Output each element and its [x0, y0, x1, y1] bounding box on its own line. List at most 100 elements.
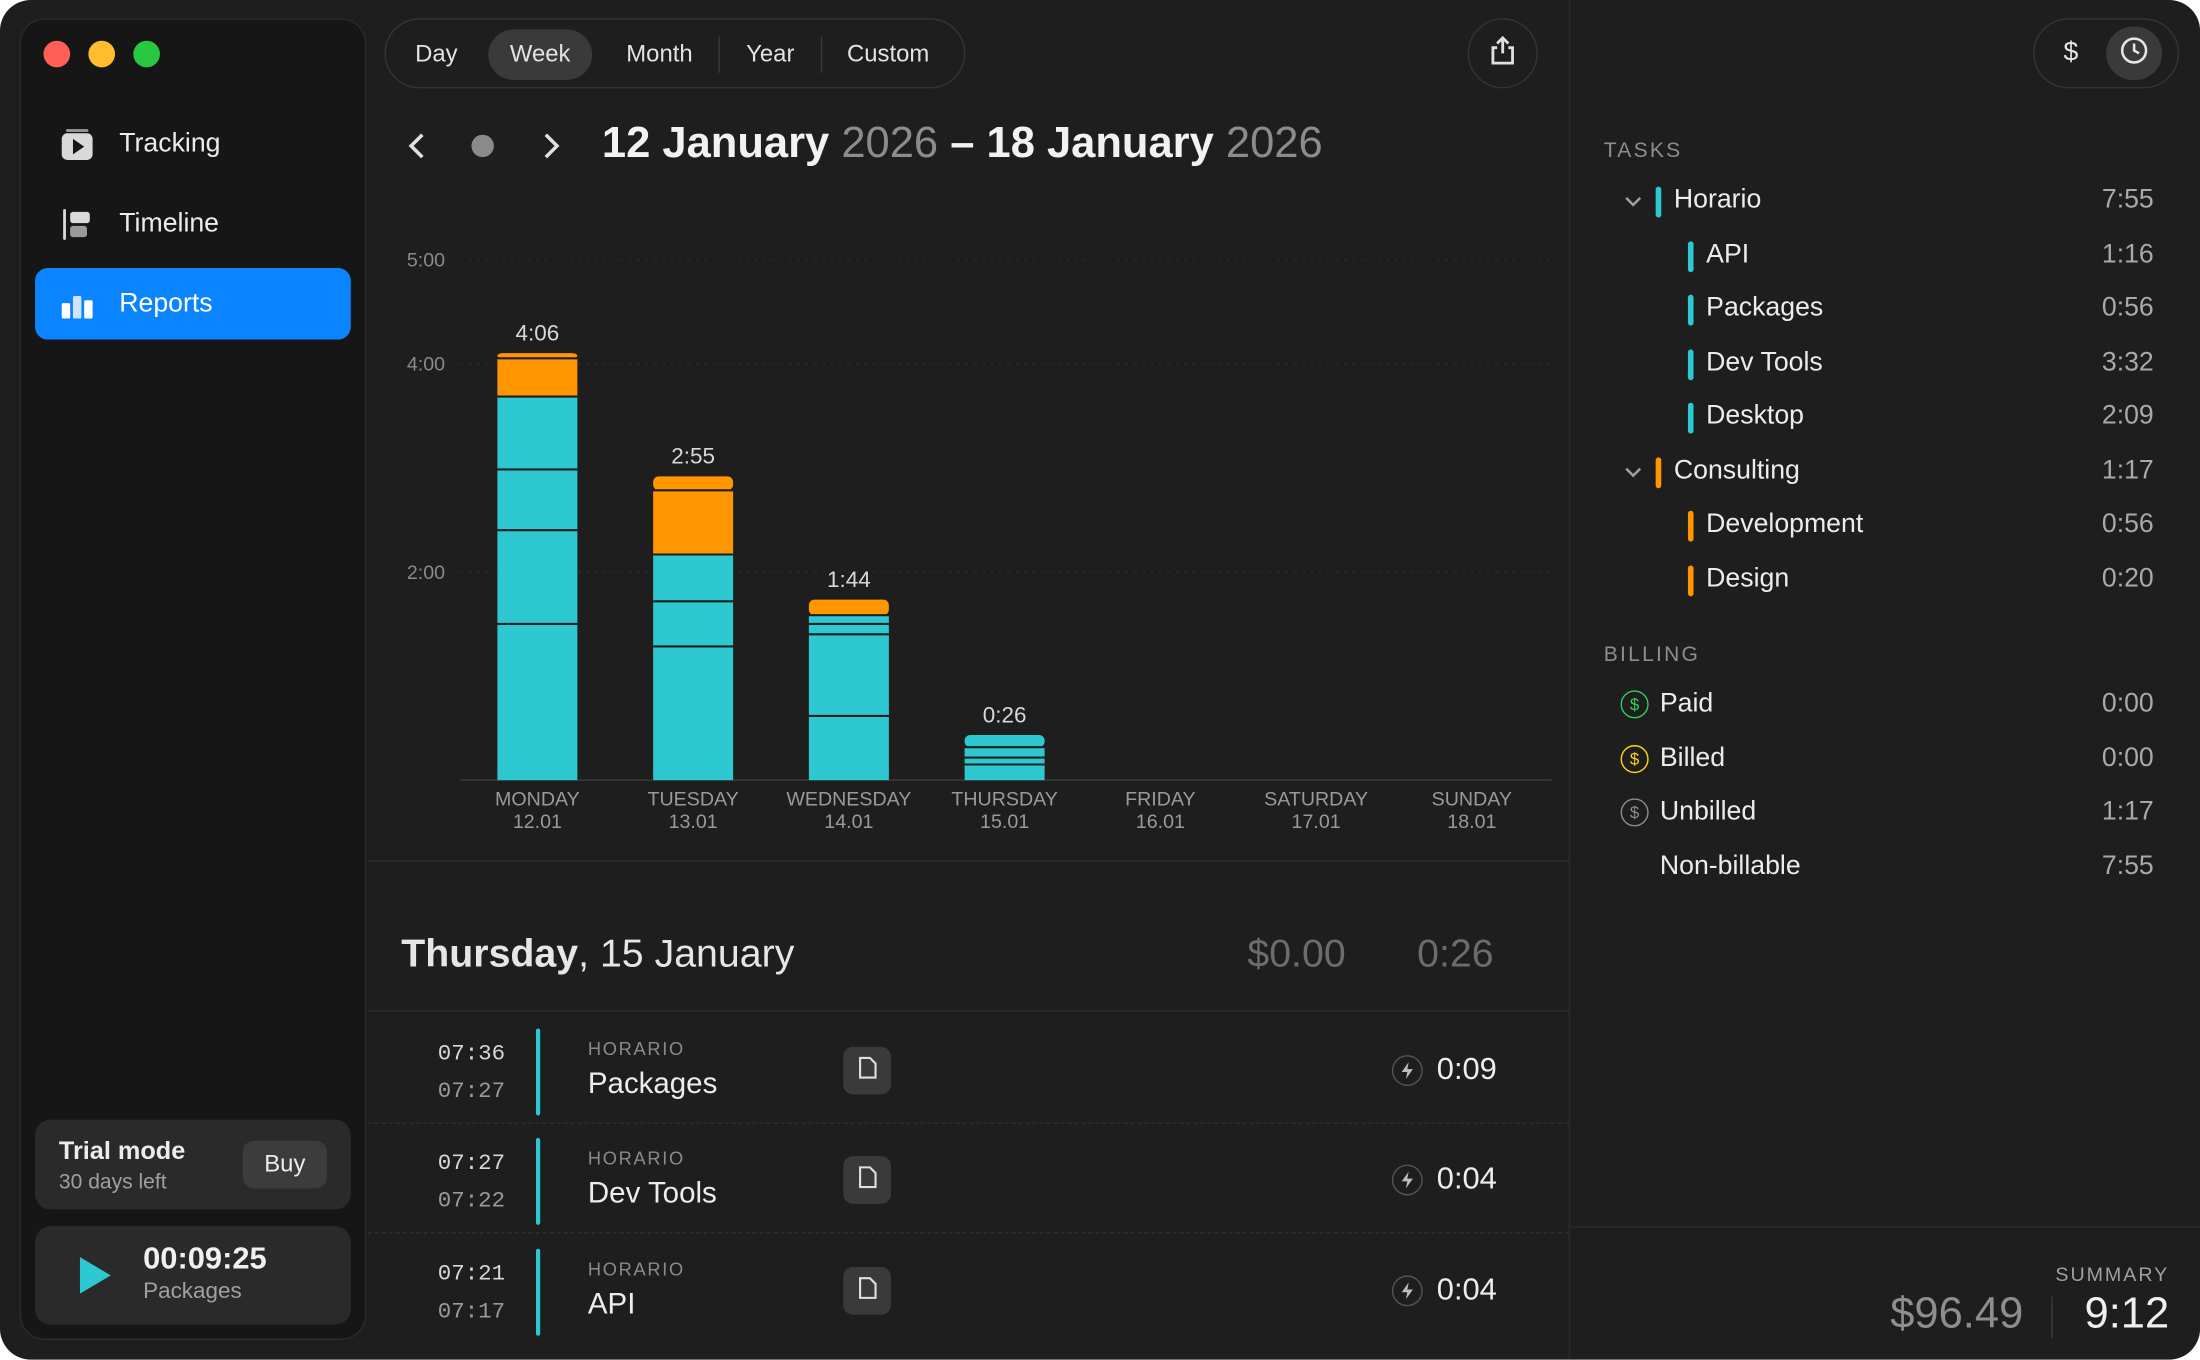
sidebar-item-label: Reports: [119, 288, 213, 318]
view-toggle: $: [2033, 18, 2180, 89]
bar-segment: [497, 469, 578, 531]
task-row[interactable]: Dev Tools 3:32: [1570, 339, 2200, 390]
billing-duration: 1:17: [2101, 796, 2154, 827]
task-label: Design: [1706, 563, 1790, 593]
share-icon: [1489, 34, 1517, 72]
bar-total-label: 2:55: [671, 444, 715, 469]
entry-start: 07:21: [437, 1261, 506, 1287]
x-tick-day: FRIDAY: [1125, 788, 1196, 810]
document-icon: [857, 1056, 877, 1085]
range-year-button[interactable]: Year: [746, 40, 795, 68]
summary-duration: 9:12: [2084, 1288, 2170, 1338]
sidebar-item-label: Tracking: [119, 128, 221, 158]
y-tick-label: 4:00: [407, 354, 445, 376]
task-duration: 1:16: [2101, 239, 2154, 269]
play-icon[interactable]: [77, 1254, 113, 1303]
task-duration: 0:56: [2101, 293, 2154, 323]
range-day-button[interactable]: Day: [415, 40, 458, 68]
task-duration: 2:09: [2101, 401, 2154, 431]
bar-segment: [653, 554, 734, 602]
bar-total-label: 0:26: [983, 702, 1027, 727]
billing-row[interactable]: $ Billed 0:00: [1570, 735, 2200, 786]
billing-duration: 7:55: [2101, 850, 2154, 881]
entry-task: Packages: [587, 1067, 718, 1101]
sidebar-item-timeline[interactable]: Timeline: [35, 188, 351, 260]
bar-chart-icon: [58, 284, 97, 323]
task-row[interactable]: API 1:16: [1570, 231, 2200, 282]
bar-total-label: 1:44: [827, 567, 871, 592]
period-start: 12 January: [601, 117, 830, 167]
sidebar-item-tracking[interactable]: Tracking: [35, 108, 351, 180]
task-row[interactable]: Development 0:56: [1570, 501, 2200, 552]
task-row[interactable]: Design 0:20: [1570, 555, 2200, 606]
x-tick-date: 18.01: [1447, 811, 1496, 833]
x-tick-date: 15.01: [980, 811, 1029, 833]
range-week-button[interactable]: Week: [488, 29, 593, 80]
entry-end: 07:22: [437, 1188, 506, 1214]
project-color-bar: [535, 1248, 541, 1336]
entry-separator: [367, 1122, 1569, 1124]
entry-start: 07:36: [437, 1041, 506, 1067]
trial-days-left: 30 days left: [58, 1170, 167, 1195]
entry-project: HORARIO: [587, 1147, 685, 1169]
range-month-button[interactable]: Month: [626, 40, 693, 68]
color-marker: [1687, 402, 1694, 434]
share-button[interactable]: [1467, 18, 1538, 89]
money-view-button[interactable]: $: [2063, 37, 2079, 68]
billing-section-title: BILLING: [1603, 642, 1701, 667]
chevron-down-icon[interactable]: [1623, 189, 1643, 220]
current-period-button[interactable]: [471, 134, 494, 158]
bar-segment: [497, 623, 578, 781]
minimize-window-button[interactable]: [88, 40, 116, 68]
time-entry[interactable]: 07:36 07:27 HORARIO Packages 0:09: [368, 1014, 1569, 1123]
period-end-year: 2026: [1225, 117, 1323, 167]
note-button[interactable]: [843, 1266, 891, 1315]
task-duration: 3:32: [2101, 347, 2154, 377]
sidebar-item-reports[interactable]: Reports: [35, 267, 351, 340]
bolt-icon: [1391, 1055, 1423, 1086]
project-row[interactable]: Consulting 1:17: [1570, 447, 2200, 498]
time-view-button[interactable]: [2106, 26, 2163, 80]
note-button[interactable]: [843, 1156, 891, 1204]
task-row[interactable]: Packages 0:56: [1570, 285, 2200, 336]
billing-duration: 0:00: [2101, 742, 2154, 773]
billing-row[interactable]: $ Unbilled 1:17: [1570, 789, 2200, 840]
time-entry[interactable]: 07:21 07:17 HORARIO API 0:04: [368, 1235, 1569, 1344]
segment-divider: [718, 36, 720, 73]
billing-label: Non-billable: [1659, 850, 1801, 881]
period-start-year: 2026: [841, 117, 939, 167]
chevron-down-icon[interactable]: [1623, 460, 1643, 491]
zoom-window-button[interactable]: [133, 40, 160, 68]
document-icon: [857, 1276, 877, 1305]
project-row[interactable]: Horario 7:55: [1570, 177, 2200, 228]
entry-duration: 0:04: [1436, 1160, 1497, 1196]
task-duration: 7:55: [2101, 185, 2154, 215]
elapsed-time: 00:09:25: [143, 1240, 267, 1276]
x-tick-day: SUNDAY: [1432, 788, 1512, 810]
billing-label: Unbilled: [1659, 796, 1757, 827]
entry-duration: 0:09: [1436, 1050, 1497, 1086]
buy-button[interactable]: Buy: [242, 1140, 327, 1189]
range-custom-button[interactable]: Custom: [847, 40, 930, 68]
bar-segment: [964, 757, 1045, 765]
entry-task: Dev Tools: [587, 1177, 717, 1210]
time-entry[interactable]: 07:27 07:22 HORARIO Dev Tools 0:04: [368, 1124, 1569, 1233]
close-window-button[interactable]: [43, 40, 71, 68]
billing-row[interactable]: Non-billable 7:55: [1570, 843, 2200, 894]
entry-task: API: [587, 1288, 636, 1321]
billing-row[interactable]: $ Paid 0:00: [1570, 681, 2200, 732]
entry-project: HORARIO: [587, 1038, 685, 1060]
range-segmented-control: Day Week Month Year Custom: [384, 18, 966, 89]
note-button[interactable]: [843, 1046, 891, 1095]
bar-segment: [964, 747, 1045, 758]
task-row[interactable]: Desktop 2:09: [1570, 393, 2200, 444]
next-period-button[interactable]: [539, 129, 564, 170]
bar-segment: [653, 646, 734, 781]
color-marker: [1687, 348, 1694, 380]
task-label: API: [1706, 239, 1750, 269]
previous-period-button[interactable]: [404, 129, 429, 170]
sidebar-item-label: Timeline: [119, 208, 220, 238]
tasks-section-title: TASKS: [1603, 138, 1683, 163]
task-duration: 0:56: [2101, 509, 2154, 539]
dollar-circle-icon: $: [1620, 744, 1649, 773]
